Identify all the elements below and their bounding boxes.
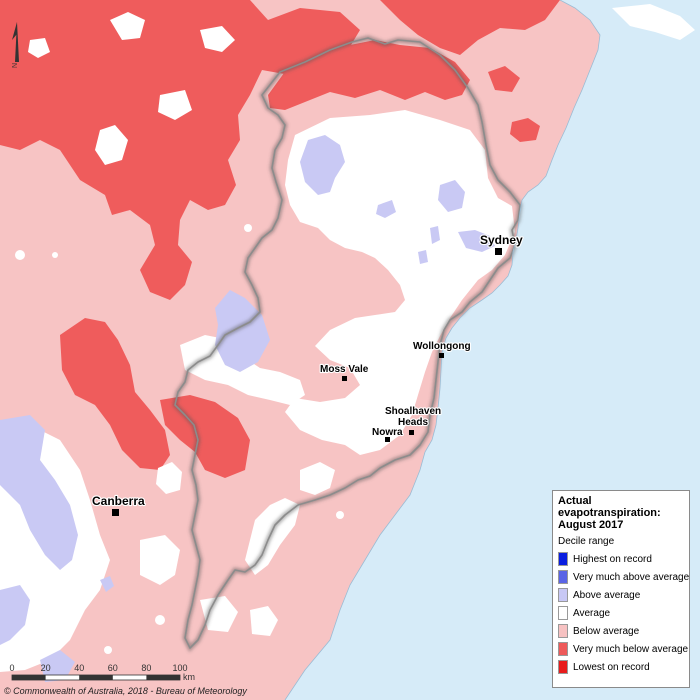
legend-item-label: Very much above average xyxy=(573,571,690,583)
shoalhaven-heads-label-line2: Heads xyxy=(398,417,428,428)
legend-subtitle: Decile range xyxy=(558,536,615,547)
nowra-label: Nowra xyxy=(372,427,403,438)
legend-swatch xyxy=(558,552,568,566)
legend-title-line1: Actual xyxy=(558,495,592,507)
copyright-text: © Commonwealth of Australia, 2018 - Bure… xyxy=(4,686,247,696)
scale-tick-label: 0 xyxy=(9,663,14,673)
scale-tick-label: 100 xyxy=(172,663,187,673)
legend-item: Average xyxy=(558,604,684,622)
legend-item-label: Above average xyxy=(573,589,641,601)
north-label: N xyxy=(12,63,19,68)
average-dots xyxy=(15,144,418,654)
legend-item-label: Lowest on record xyxy=(573,661,650,673)
legend-item-label: Average xyxy=(573,607,611,619)
scale-bar: 0 20 40 60 80 100 km xyxy=(9,663,195,682)
scale-tick-label: 80 xyxy=(141,663,151,673)
legend-swatch xyxy=(558,660,568,674)
scale-unit: km xyxy=(183,672,195,682)
sydney-label: Sydney xyxy=(480,233,523,247)
sydney-marker xyxy=(495,248,502,255)
legend-title-line2: evapotranspiration: xyxy=(558,507,661,519)
scale-tick-label: 60 xyxy=(108,663,118,673)
legend-item: Highest on record xyxy=(558,550,684,568)
nowra-marker xyxy=(385,437,390,442)
moss-vale-marker xyxy=(342,376,347,381)
canberra-label: Canberra xyxy=(92,494,145,508)
scale-tick-label: 40 xyxy=(74,663,84,673)
legend-item: Lowest on record xyxy=(558,658,684,676)
legend-item: Very much above average xyxy=(558,568,689,586)
above-average-regions xyxy=(0,135,495,682)
legend-swatch xyxy=(558,588,568,602)
legend-item-label: Below average xyxy=(573,625,640,637)
scale-tick-label: 20 xyxy=(41,663,51,673)
city-markers xyxy=(112,248,502,516)
legend-item-label: Highest on record xyxy=(573,553,652,565)
legend-swatch xyxy=(558,642,568,656)
north-arrow-icon: N xyxy=(12,22,19,68)
legend-item: Very much below average xyxy=(558,640,688,658)
catchment-boundary xyxy=(174,37,521,649)
wollongong-marker xyxy=(439,353,444,358)
legend-item: Above average xyxy=(558,586,684,604)
moss-vale-label: Moss Vale xyxy=(320,364,369,375)
legend-swatch xyxy=(558,624,568,638)
coastline xyxy=(284,0,601,700)
shoalhaven-heads-marker xyxy=(409,430,414,435)
legend-items: Highest on record Very much above average… xyxy=(558,550,689,676)
wollongong-label: Wollongong xyxy=(413,341,471,352)
legend-title-line3: August 2017 xyxy=(558,519,624,531)
legend-item-label: Very much below average xyxy=(573,643,689,655)
legend-swatch xyxy=(558,570,568,584)
legend: Actual evapotranspiration: August 2017 D… xyxy=(552,490,690,688)
shoalhaven-heads-label-line1: Shoalhaven xyxy=(385,406,441,417)
canberra-marker xyxy=(112,509,119,516)
legend-item: Below average xyxy=(558,622,684,640)
legend-swatch xyxy=(558,606,568,620)
